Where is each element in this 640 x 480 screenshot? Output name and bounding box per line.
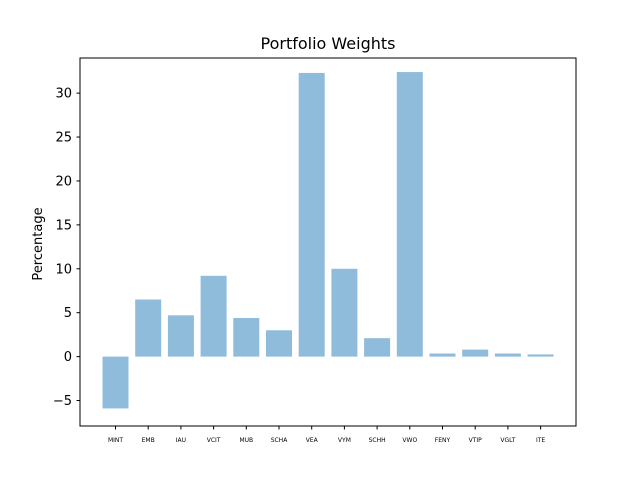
bar-vtip [462,349,489,357]
x-tick-label: SCHA [271,437,289,444]
x-tick-label: VEA [306,437,319,444]
x-tick-label: VYM [338,437,351,444]
x-tick-label: SCHH [369,437,386,444]
y-tick-label: 30 [55,87,72,102]
chart-title: Portfolio Weights [261,34,396,53]
x-tick-label: ITE [536,437,545,444]
bar-feny [429,353,456,357]
bar-iau [167,315,194,357]
y-ticks-group: −5 0 5 10 15 20 25 30 [53,87,80,409]
y-tick-label: 10 [55,262,72,277]
x-tick-label: FENY [435,437,451,444]
y-tick-label: 20 [55,174,72,189]
bar-scha [266,330,292,357]
x-tick-label: VWO [402,437,417,444]
y-axis-label: Percentage [31,207,46,280]
bar-vym [331,268,358,357]
x-tick-label: VGLT [500,437,515,444]
bars-group [102,72,554,409]
x-ticks-group: MINT EMB IAU VCIT MUB SCHA VEA VYM SCHH VWO FENY VT… [108,426,545,444]
y-tick-label: 5 [64,306,72,321]
y-tick-label: 25 [55,131,72,146]
x-tick-label: MINT [108,437,123,444]
bar-mint [102,356,129,409]
y-tick-label: −5 [53,394,72,409]
y-tick-label: 0 [64,350,72,365]
plot-frame [79,57,577,427]
bar-vglt [494,353,521,357]
bar-mub [233,317,260,357]
bar-vea [298,72,325,357]
x-tick-label: VCIT [207,437,221,444]
bar-vwo [396,72,423,357]
bar-schh [364,338,391,357]
x-tick-label: MUB [239,437,253,444]
x-tick-label: IAU [176,437,186,444]
bar-vcit [200,275,227,357]
x-tick-label: VTIP [469,437,483,444]
bar-ite [527,354,554,357]
bar-emb [135,299,162,357]
x-tick-label: EMB [142,437,155,444]
y-tick-label: 15 [55,218,72,233]
